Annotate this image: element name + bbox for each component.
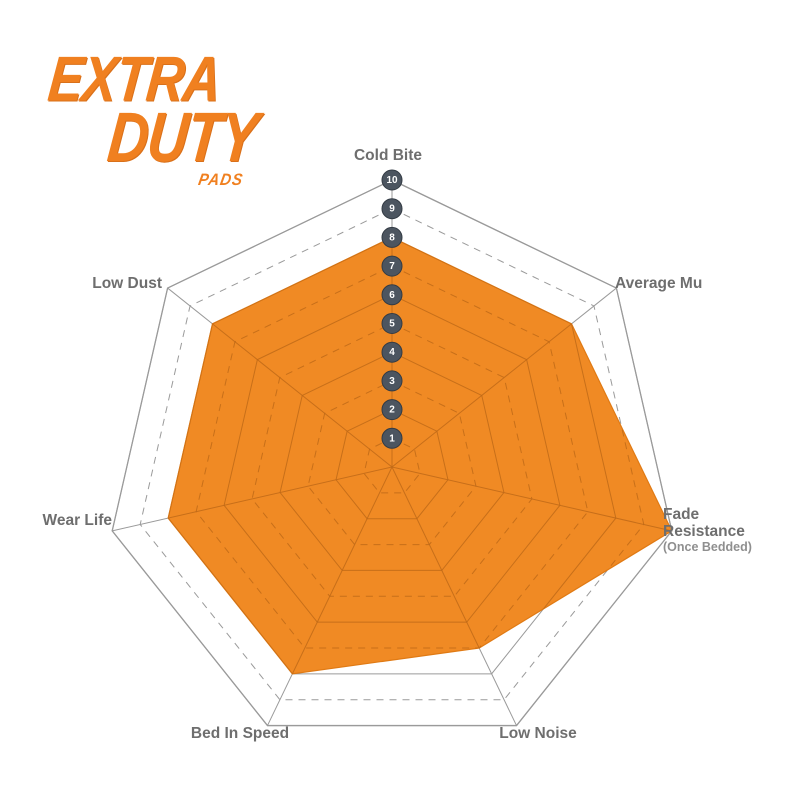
scale-tick-bubble-2 (381, 399, 403, 421)
series-polygon-group (167, 236, 673, 675)
scale-tick-label-3: 3 (389, 376, 395, 387)
scale-tick-label-7: 7 (389, 261, 395, 272)
scale-tick-bubble-1 (381, 427, 403, 449)
scale-tick-bubble-10 (381, 169, 403, 191)
grid-ring-overlay-level-5 (251, 322, 533, 597)
grid-ring-overlay-level-4 (279, 351, 505, 571)
scale-tick-label-4: 4 (389, 347, 395, 358)
scale-tick-4: 4 (381, 341, 403, 363)
axis-label-low-noise: Low Noise (499, 725, 577, 742)
scale-tick-10: 10 (381, 169, 403, 191)
scale-tick-label-1: 1 (389, 433, 395, 444)
scale-tick-label-10: 10 (386, 175, 398, 186)
axis-label-fade-resistance-line2: Resistance (663, 523, 745, 540)
scale-tick-bubble-6 (381, 284, 403, 306)
scale-tick-label-6: 6 (389, 290, 395, 301)
scale-tick-7: 7 (381, 255, 403, 277)
grid-spoke-overlay-5 (168, 466, 393, 532)
grid-ring-overlay-level-1 (363, 437, 421, 494)
scale-tick-1: 1 (381, 427, 403, 449)
grid-spoke-overlay-2 (391, 466, 672, 532)
grid-ring-level-9 (139, 208, 645, 701)
grid-ring-overlay-level-2 (335, 409, 449, 520)
grid-spoke-overlay-3 (391, 466, 517, 674)
axis-label-bed-in-speed: Bed In Speed (191, 725, 289, 742)
axis-label-average-mu: Average Mu (615, 275, 702, 292)
scale-tick-bubble-9 (381, 198, 403, 220)
scale-tick-label-5: 5 (389, 319, 395, 330)
scale-tick-bubble-3 (381, 370, 403, 392)
scale-tick-bubble-4 (381, 341, 403, 363)
radial-scale-ticks: 1 2 3 4 5 6 7 8 9 10 (381, 169, 403, 449)
scale-tick-5: 5 (381, 313, 403, 334)
scale-tick-3: 3 (381, 370, 403, 392)
scale-tick-bubble-5 (381, 313, 403, 334)
grid-ring-overlay-level-7 (195, 265, 589, 649)
scale-tick-6: 6 (381, 284, 403, 306)
axis-label-fade-resistance-line1: Fade (663, 506, 700, 523)
grid-outer-polygon (111, 179, 673, 727)
scale-tick-8: 8 (381, 226, 403, 248)
scale-tick-bubble-7 (381, 255, 403, 277)
scale-tick-label-8: 8 (389, 232, 395, 243)
scale-tick-bubble-8 (381, 226, 403, 248)
grid-ring-overlay-level-3 (307, 380, 477, 546)
series-polygon-extra-duty (167, 236, 673, 675)
scale-tick-2: 2 (381, 399, 403, 421)
axis-label-wear-life: Wear Life (43, 512, 113, 529)
grid-spoke-overlay-4 (267, 466, 393, 674)
axis-label-fade-resistance-line3: (Once Bedded) (663, 540, 752, 554)
scale-tick-9: 9 (381, 198, 403, 220)
scale-tick-label-2: 2 (389, 405, 395, 416)
axis-label-low-dust: Low Dust (92, 275, 162, 292)
grid-outer-boundary (111, 179, 673, 727)
grid-ring-overlay-level-6 (223, 294, 561, 623)
scale-tick-label-9: 9 (389, 204, 395, 215)
axis-label-cold-bite: Cold Bite (354, 147, 422, 164)
